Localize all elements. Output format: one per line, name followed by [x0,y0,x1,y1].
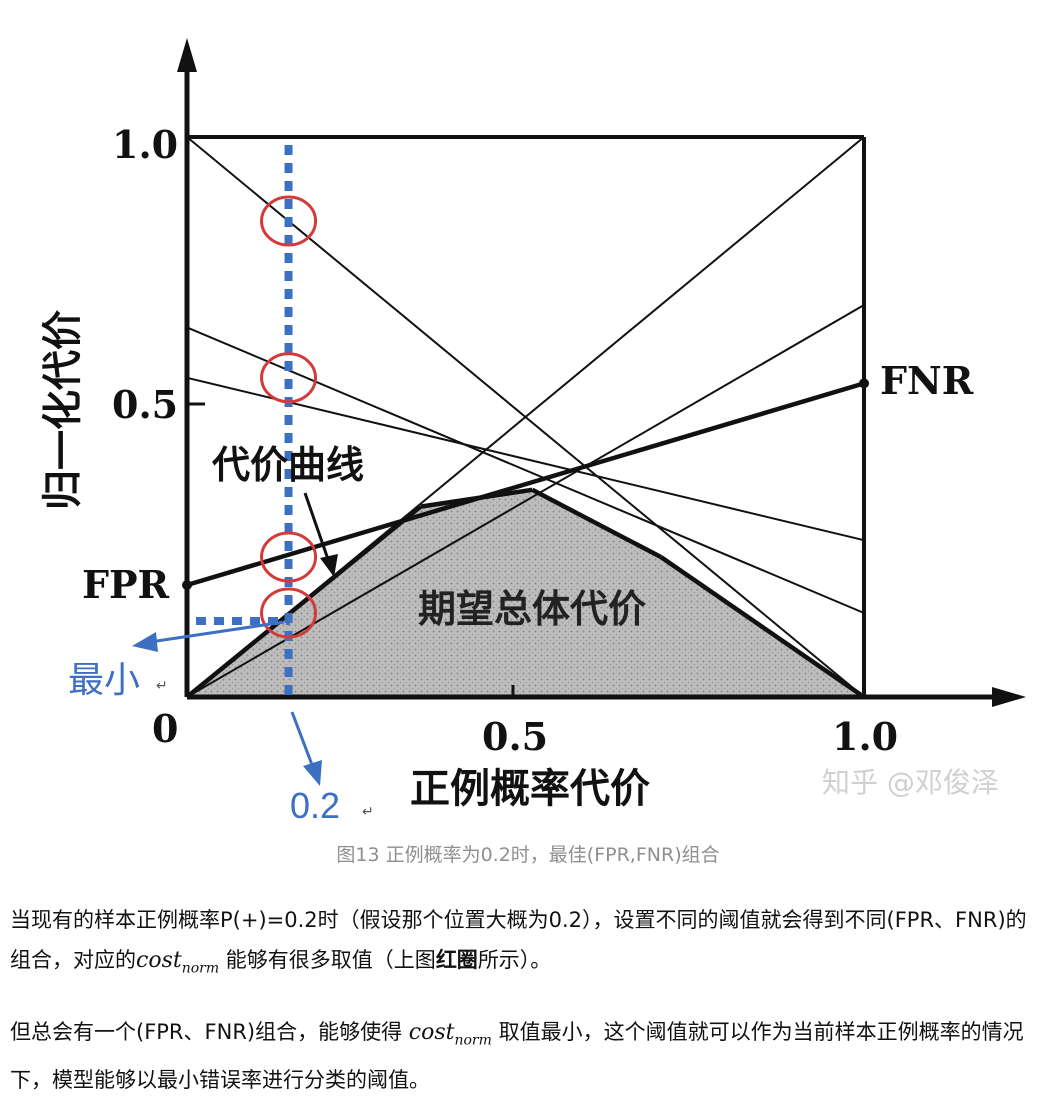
p-arrow-head [303,760,322,786]
series-line-4 [186,376,865,542]
series-line-0 [186,381,865,588]
fnr-endpoint-0 [182,580,192,590]
area-label: 期望总体代价 [418,587,646,631]
x-axis-label: 正例概率代价 [410,766,650,812]
fpr-label: FPR [82,562,170,607]
area-edge-3 [659,555,866,699]
cost-curve-figure: 1.0 0.5 0 0.5 1.0 FPR FNR 归一化代价 正例概率代价 代… [40,38,1026,826]
paragraph-2: 但总会有一个(FPR、FNR)组合，能够使得 costnorm 取值最小，这个阈… [10,1012,1046,1100]
cost-curve-label: 代价曲线 [212,443,364,487]
p2-math-cost-norm: costnorm [408,1020,492,1049]
expected-cost-area [187,489,864,697]
cost-curve-chart: 1.0 0.5 0 0.5 1.0 FPR FNR 归一化代价 正例概率代价 代… [40,38,1026,826]
highlight-circle-3 [260,587,318,639]
min-label: 最小 [68,660,140,701]
p1-text-1: 当现有的样本正例概率P(+)=0.2时（假设那个位置大概为0.2），设置不同的阈… [10,908,1027,972]
x-axis-arrow [992,687,1026,707]
y-tick-label-1.0: 1.0 [112,122,178,167]
y-axis-label: 归一化代价 [40,310,86,510]
min-arrow-head [132,632,158,652]
area-edge-2 [531,487,662,559]
area-edge-1 [420,487,533,509]
y-axis-arrow [177,38,197,72]
highlight-circle-2 [260,531,318,583]
cost-curve-arrow-head [320,554,338,577]
p2-text-2: 取值最小，这个阈值就可以作为当前样本正例概率的情况下，模型能够以最小错误率进行分… [10,1020,1024,1093]
paragraph-1: 当现有的样本正例概率P(+)=0.2时（假设那个位置大概为0.2），设置不同的阈… [10,900,1046,988]
p1-bold-red-circle: 红圈 [435,948,478,972]
p2-text-1: 但总会有一个(FPR、FNR)组合，能够使得 [10,1020,409,1044]
fnr-label: FNR [880,358,974,403]
highlight-circle-1 [260,352,318,404]
x-tick-label-1.0: 1.0 [832,714,898,759]
p1-text-3: 所示）。 [477,948,552,972]
y-tick-label-0.5: 0.5 [112,382,178,427]
p-return-mark: ↵ [362,804,374,820]
cost-curve-label-arrow [303,492,332,566]
highlight-circle-0 [260,195,318,247]
min-arrow-line [149,620,285,644]
series-line-5 [186,304,865,698]
p1-text-2: 能够有很多取值（上图 [219,948,436,972]
fnr-endpoint-1 [859,378,869,389]
p1-math-cost-norm: costnorm [136,948,220,977]
p-arrow-line [290,711,316,771]
p-label: 0.2 [290,785,340,826]
figure-caption: 图13 正例概率为0.2时，最佳(FPR,FNR)组合 [336,844,720,866]
origin-label: 0 [152,706,178,751]
x-tick-label-0.5: 0.5 [482,714,548,759]
series-line-3 [186,326,865,614]
min-return-mark: ↵ [156,678,168,694]
watermark: 知乎 @邓俊泽 [822,766,999,799]
area-edge-0 [185,504,422,699]
